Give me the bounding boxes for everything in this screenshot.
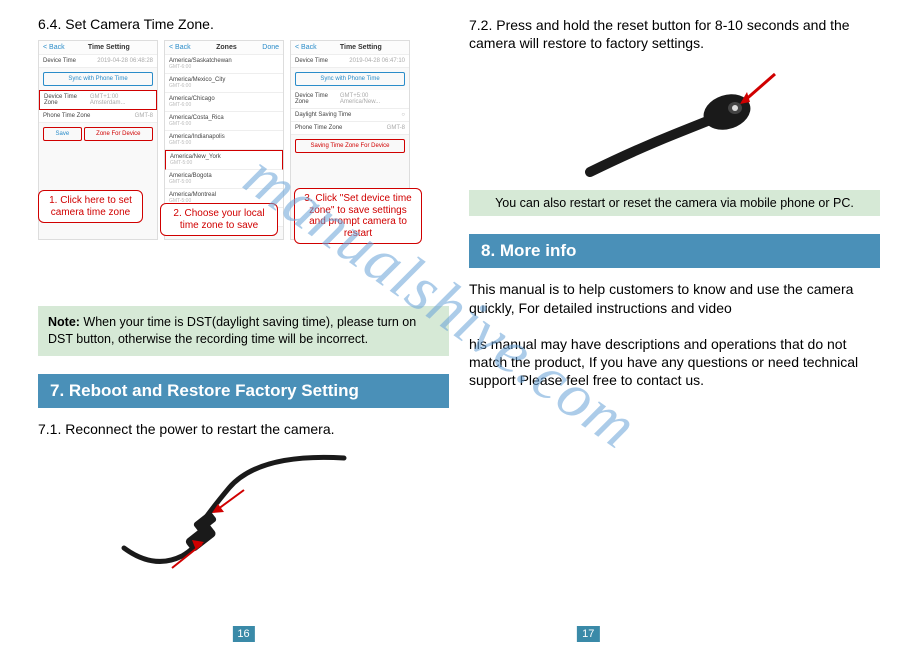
note-text: When your time is DST(daylight saving ti… [48,315,416,346]
section-7-1-title: 7.1. Reconnect the power to restart the … [38,420,449,438]
tz-label: Device Time Zone [295,93,340,105]
phone-tz-value: GMT-8 [387,125,405,131]
zone-item-selected: America/New_YorkGMT-5:00 [165,150,283,170]
tz-value: GMT+5:00 America/New... [340,93,405,105]
heading-7: 7. Reboot and Restore Factory Setting [38,374,449,408]
device-time-label: Device Time [295,58,328,64]
zone-item: America/BogotaGMT-5:00 [165,170,283,189]
tz-label: Device Time Zone [44,94,90,106]
device-time-value: 2019-04-28 06:47:10 [349,58,405,64]
device-time-value: 2019-04-28 06:48:28 [97,58,153,64]
sync-button: Sync with Phone Time [43,72,153,86]
zone-item: America/SaskatchewanGMT-6:00 [165,55,283,74]
phone-tz-value: GMT-8 [135,113,153,119]
page-16: 6.4. Set Camera Time Zone. < Back Time S… [28,16,459,646]
tz-value: GMT+1:00 Amsterdam... [90,94,152,106]
more-info-p2: his manual may have descriptions and ope… [469,335,880,390]
callout-1: 1. Click here to set camera time zone [38,190,143,223]
device-timezone-row: Device Time Zone GMT+1:00 Amsterdam... [39,90,157,110]
note-box: Note: When your time is DST(daylight sav… [38,306,449,356]
tip-box: You can also restart or reset the camera… [469,190,880,216]
save-tz-button: Saving Time Zone For Device [295,139,405,153]
screenshots-row: < Back Time Setting Device Time 2019-04-… [38,40,449,240]
power-cable-image [114,448,374,598]
heading-8: 8. More info [469,234,880,268]
more-info-p1: This manual is to help customers to know… [469,280,880,316]
page-17: 7.2. Press and hold the reset button for… [459,16,890,646]
callout-3: 3. Click "Set device time zone" to save … [294,188,422,244]
done-link: Done [262,44,279,51]
zone-item: America/IndianapolisGMT-5:00 [165,131,283,150]
dst-label: Daylight Saving Time [295,112,351,118]
note-label: Note: [48,315,80,329]
section-7-2-title: 7.2. Press and hold the reset button for… [469,16,880,52]
screen-title: Time Setting [88,44,130,51]
callout-2: 2. Choose your local time zone to save [160,203,278,236]
zone-device-btn: Zone For Device [84,127,153,141]
zone-item: America/Mexico_CityGMT-6:00 [165,74,283,93]
back-link: < Back [295,44,317,51]
zone-item: America/ChicagoGMT-6:00 [165,93,283,112]
page-number-17: 17 [577,626,599,642]
screen-title: Time Setting [340,44,382,51]
reset-camera-image [545,62,805,182]
dst-toggle: ○ [401,112,405,118]
phone-tz-label: Phone Time Zone [43,113,90,119]
zone-item: America/Costa_RicaGMT-6:00 [165,112,283,131]
section-6-4-title: 6.4. Set Camera Time Zone. [38,16,449,32]
sync-button: Sync with Phone Time [295,72,405,86]
device-time-label: Device Time [43,58,76,64]
save-btn: Save [43,127,82,141]
phone-tz-label: Phone Time Zone [295,125,342,131]
back-link: < Back [169,44,191,51]
page-number-16: 16 [232,626,254,642]
screen-title: Zones [216,44,237,51]
back-link: < Back [43,44,65,51]
